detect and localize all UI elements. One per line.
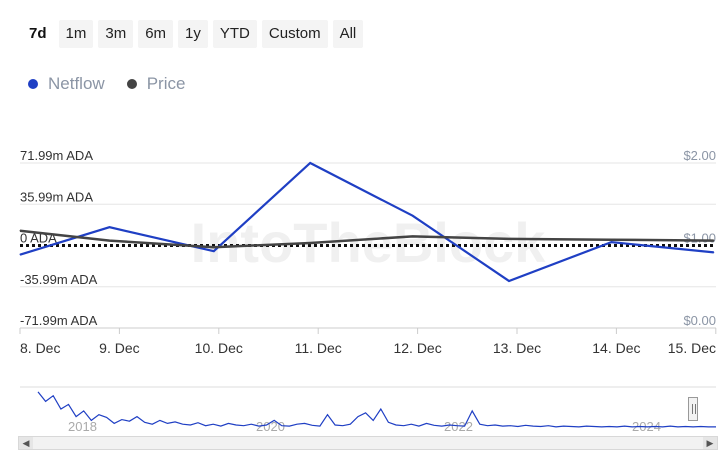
legend-label: Netflow (48, 74, 105, 93)
range-button-1m[interactable]: 1m (58, 20, 94, 48)
scroll-left-arrow-icon[interactable]: ◀ (19, 437, 33, 449)
legend-dot-icon (28, 79, 38, 89)
data-point-netflow (309, 162, 311, 164)
x-tick-label: 12. Dec (393, 340, 441, 356)
x-tick-label: 10. Dec (195, 340, 243, 356)
horizontal-scrollbar[interactable]: ◀ ▶ (18, 436, 718, 450)
left-axis-tick-label: 35.99m ADA (20, 189, 93, 204)
data-point-netflow (713, 251, 715, 253)
legend-item-netflow[interactable]: Netflow (28, 74, 105, 94)
range-button-custom[interactable]: Custom (261, 20, 328, 48)
data-point-netflow (412, 215, 414, 217)
x-tick-label: 8. Dec (20, 340, 60, 356)
navigator-year-label: 2020 (256, 419, 285, 434)
data-point-price (412, 235, 414, 237)
navigator-handle[interactable] (688, 397, 698, 421)
right-axis-tick-label: $2.00 (683, 148, 716, 163)
data-point-price (508, 238, 510, 240)
x-tick-label: 9. Dec (99, 340, 139, 356)
data-point-price (309, 242, 311, 244)
data-point-netflow (19, 254, 21, 256)
data-point-price (213, 246, 215, 248)
x-tick-label: 11. Dec (295, 340, 342, 356)
data-point-price (19, 230, 21, 232)
watermark-logo: IntoTheBlock (191, 211, 547, 274)
data-point-price (713, 240, 715, 242)
series-line-netflow (19, 161, 714, 283)
legend-item-price[interactable]: Price (126, 74, 186, 94)
data-point-netflow (213, 250, 215, 252)
x-tick-label: 15. Dec (668, 340, 716, 356)
range-button-3m[interactable]: 3m (98, 20, 134, 48)
right-axis-tick-label: $1.00 (683, 231, 716, 246)
x-tick-label: 14. Dec (592, 340, 640, 356)
legend-label: Price (146, 74, 186, 93)
range-selector: 7d 1m 3m 6m 1y YTD Custom All (22, 20, 364, 48)
data-point-netflow (108, 226, 110, 228)
range-button-ytd[interactable]: YTD (212, 20, 257, 48)
legend-dot-icon (126, 79, 137, 89)
legend: Netflow Price (28, 74, 185, 94)
left-axis-tick-label: -35.99m ADA (20, 272, 98, 287)
x-tick-label: 13. Dec (493, 340, 541, 356)
data-point-netflow (508, 280, 510, 282)
range-button-1y[interactable]: 1y (178, 20, 208, 48)
data-point-price (610, 239, 612, 241)
left-axis-tick-label: -71.99m ADA (20, 313, 98, 328)
left-axis-tick-label: 71.99m ADA (20, 148, 93, 163)
data-point-price (108, 240, 110, 242)
navigator-year-label: 2018 (68, 419, 97, 434)
range-button-all[interactable]: All (332, 20, 364, 48)
scroll-right-arrow-icon[interactable]: ▶ (703, 437, 717, 449)
data-point-netflow (610, 241, 612, 243)
range-button-6m[interactable]: 6m (138, 20, 174, 48)
navigator-year-label: 2022 (444, 419, 473, 434)
range-button-7d[interactable]: 7d (22, 20, 54, 48)
navigator-series-line (37, 391, 716, 428)
series-line-price (19, 229, 714, 249)
right-axis-tick-label: $0.00 (683, 313, 716, 328)
